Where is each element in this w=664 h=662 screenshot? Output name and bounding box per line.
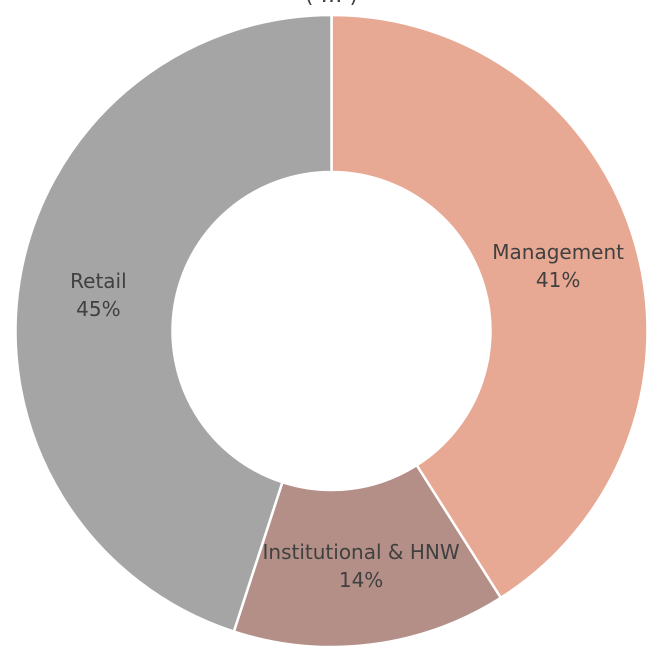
slice-label-group: Retail 45%	[70, 269, 127, 321]
slice-category-label: Management	[492, 240, 624, 264]
slice-category-label: Institutional & HNW	[263, 540, 460, 564]
slice-category-label: Retail	[70, 269, 127, 293]
slice-value-label: 45%	[76, 297, 120, 321]
slice-management	[330, 13, 649, 600]
chart-title-partial: ( … )	[305, 0, 358, 8]
slice-retail	[14, 13, 333, 634]
slice-value-label: 14%	[339, 568, 383, 592]
slice-label-group: Management 41%	[492, 240, 624, 292]
slice-label-group: Institutional & HNW 14%	[263, 540, 460, 592]
slice-value-label: 41%	[536, 268, 580, 292]
slice-institutional-hnw	[232, 463, 503, 649]
